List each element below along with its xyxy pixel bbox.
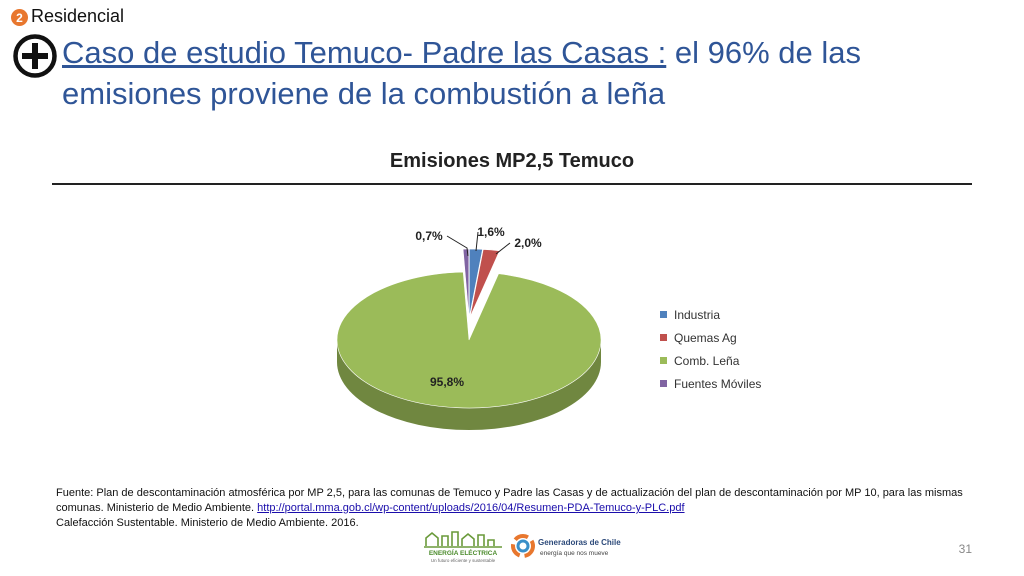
plus-circle-icon <box>13 34 57 78</box>
legend-swatch <box>660 334 667 341</box>
logo1-line1: ENERGÍA ELÉCTRICA <box>429 548 498 557</box>
source-note: Fuente: Plan de descontaminación atmosfé… <box>56 486 986 531</box>
chart-legend: Industria Quemas Ag Comb. Leña Fuentes Móvi… <box>660 303 761 395</box>
pie-chart: 95,8% 0,7% 1,6% 2,0% <box>336 225 602 430</box>
data-label-industria: 1,6% <box>477 225 505 239</box>
pie-side-comb-le-a <box>337 340 601 430</box>
legend-item-industria: Industria <box>660 303 761 326</box>
chart-title: Emisiones MP2,5 Temuco <box>389 150 635 172</box>
energia-electrica-logo: ENERGÍA ELÉCTRICA Un futuro eficiente y … <box>422 530 504 569</box>
legend-swatch <box>660 311 667 318</box>
source-text: Fuente: Plan de descontaminación atmosfé… <box>56 487 963 514</box>
leader-line-fuentes-m-viles <box>446 235 469 257</box>
page-title: Caso de estudio Temuco- Padre las Casas … <box>62 32 862 114</box>
legend-label: Comb. Leña <box>674 353 740 368</box>
logo2-line1: Generadoras de Chile <box>538 538 621 547</box>
legend-item-quemas-ag: Quemas Ag <box>660 326 761 349</box>
page-title-underlined: Caso de estudio Temuco- Padre las Casas … <box>62 35 667 70</box>
legend-label: Industria <box>674 307 721 322</box>
generadoras-swirl-icon: Generadoras de Chile energía que nos mue… <box>511 534 621 558</box>
source-link[interactable]: http://portal.mma.gob.cl/wp-content/uplo… <box>257 502 685 514</box>
chart-title-rule <box>52 183 972 185</box>
page-number: 31 <box>958 542 972 556</box>
section-number-badge: 2 <box>11 9 28 26</box>
legend-swatch <box>660 380 667 387</box>
source-line2: Calefacción Sustentable. Ministerio de M… <box>56 517 359 529</box>
legend-label: Quemas Ag <box>674 330 737 345</box>
data-label-comb-le-a: 95,8% <box>430 375 464 389</box>
logo1-line2: Un futuro eficiente y sustentable <box>431 558 496 563</box>
pie-slice-fuentes-m-viles <box>462 248 470 318</box>
leader-line-industria <box>475 231 479 252</box>
logo2-line2: energía que nos mueve <box>540 550 609 557</box>
section-label: Residencial <box>31 6 125 26</box>
energia-electrica-skyline-icon: ENERGÍA ELÉCTRICA Un futuro eficiente y … <box>424 531 502 563</box>
legend-item-comb-le-a: Comb. Leña <box>660 349 761 372</box>
data-label-fuentes-m-viles: 0,7% <box>415 229 443 243</box>
legend-label: Fuentes Móviles <box>674 376 762 391</box>
generadoras-de-chile-logo: Generadoras de Chile energía que nos mue… <box>510 530 622 569</box>
legend-item-fuentes-m-viles: Fuentes Móviles <box>660 372 761 395</box>
pie-slice-comb-le-a <box>336 271 602 409</box>
legend-swatch <box>660 357 667 364</box>
leader-line-quemas-ag <box>495 242 511 255</box>
data-label-quemas-ag: 2,0% <box>514 236 542 250</box>
page-title-rest: el 96% de las emisiones proviene de la c… <box>62 35 861 111</box>
